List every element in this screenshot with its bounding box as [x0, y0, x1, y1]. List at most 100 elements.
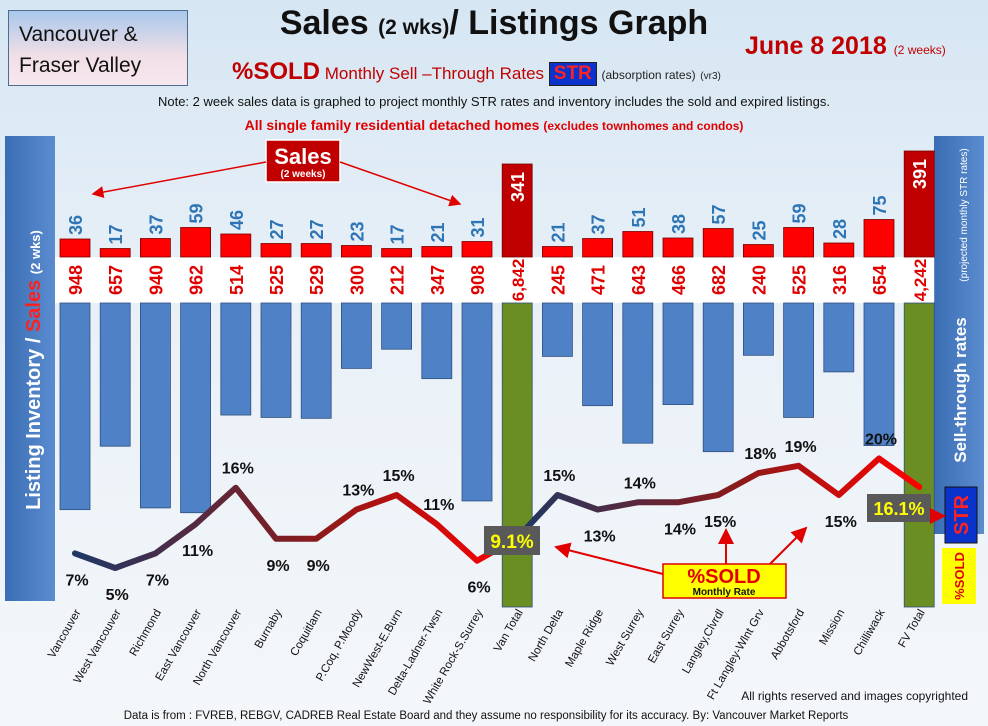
version-note: (vr3)	[700, 71, 721, 82]
scope-paren: (excludes townhomes and condos)	[543, 119, 744, 133]
str-value-label: 15%	[825, 514, 857, 531]
inventory-bar	[903, 302, 935, 608]
str-line-layer	[72, 455, 923, 571]
category-label: Chilliwack	[852, 607, 888, 657]
category-label: Maple Ridge	[564, 608, 607, 670]
str-value-label: 9%	[266, 558, 289, 575]
graph-note: Note: 2 week sales data is graphed to pr…	[157, 94, 831, 109]
str-side-badge: STR	[951, 494, 973, 535]
sales-value-label: 51	[629, 207, 649, 227]
bars-layer	[59, 150, 935, 608]
inventory-value-label: 316	[830, 265, 850, 295]
scope-note: All single family residential detached h…	[0, 117, 988, 133]
str-word-3: –Through	[422, 64, 495, 83]
van-total-str-value: 9.1%	[490, 532, 533, 553]
region-box: Vancouver & Fraser Valley	[8, 10, 188, 86]
sales-value-label: 59	[790, 203, 810, 223]
sales-value-label: 28	[830, 219, 850, 239]
inventory-bar	[340, 302, 372, 369]
str-value-label: 15%	[543, 468, 575, 485]
inventory-bar	[542, 302, 573, 357]
sold-callout-sub: Monthly Rate	[693, 587, 756, 598]
sales-value-label: 17	[388, 224, 408, 244]
category-label: West Surrey	[604, 607, 646, 668]
sales-value-label: 46	[227, 210, 247, 230]
inventory-value-label: 529	[307, 265, 327, 295]
inventory-value-label: 643	[629, 265, 649, 295]
sales-bar	[59, 238, 91, 258]
inventory-value-label: 657	[106, 265, 126, 295]
inventory-value-label: 466	[669, 265, 689, 295]
right-axis-sublabel: (projected monthly STR rates)	[959, 148, 970, 281]
str-value-label: 9%	[307, 558, 330, 575]
str-value-label: 11%	[182, 543, 213, 560]
inventory-bar	[180, 302, 212, 514]
sales-bar	[139, 238, 171, 258]
source-note: Data is from : FVREB, REBGV, CADREB Real…	[124, 710, 849, 722]
category-label: East Surrey	[646, 607, 687, 665]
inventory-value-label: 4,242	[911, 259, 930, 302]
category-label: Van Total	[492, 608, 526, 655]
str-value-label: 15%	[383, 468, 415, 485]
van-total-str-box	[484, 526, 540, 555]
title-rest: / Listings Graph	[449, 4, 709, 42]
str-word-4: Rates	[499, 64, 545, 83]
str-value-label: 13%	[342, 483, 374, 500]
sales-bar	[99, 248, 131, 258]
inventory-value-label: 908	[468, 265, 488, 295]
sales-value-label: 27	[267, 219, 287, 239]
sales-value-label: 37	[589, 214, 609, 234]
inventory-bar	[99, 302, 131, 447]
inventory-bar	[381, 302, 413, 350]
inventory-value-label: 654	[870, 265, 890, 295]
str-side-badge-box	[944, 486, 978, 544]
page-title: Sales (2 wks)/ Listings Graph	[0, 4, 988, 43]
sales-bar	[702, 228, 734, 258]
sales-value-label: 36	[66, 215, 86, 235]
category-label: North Delta	[527, 607, 567, 664]
fv-total-str-value: 16.1%	[873, 499, 924, 519]
sales-value-label: 23	[347, 221, 367, 241]
right-side-panel	[934, 136, 984, 534]
sales-bar	[220, 233, 252, 258]
scope-bold: All single family residential detached h…	[244, 117, 540, 133]
sales-bar	[903, 150, 935, 258]
sales-value-label: 38	[669, 214, 689, 234]
str-value-label: 7%	[65, 572, 88, 589]
sold-label: %SOLD	[232, 58, 321, 85]
sales-value-label: 31	[468, 217, 488, 237]
sales-bar	[300, 243, 332, 258]
inventory-bar	[139, 302, 171, 509]
left-side-panel	[5, 136, 55, 601]
inventory-bar	[421, 302, 453, 380]
sales-callout-arrow-right	[339, 161, 462, 207]
left-label-c: (2 wks)	[28, 230, 43, 274]
region-line-2: Fraser Valley	[19, 54, 142, 77]
category-label: Burnaby	[253, 607, 285, 650]
sales-value-label: 21	[428, 222, 448, 242]
sales-value-label: 341	[508, 172, 528, 202]
str-value-label: 5%	[106, 587, 129, 604]
sold-arrow-right	[769, 526, 808, 565]
rights-note: All rights reserved and images copyright…	[741, 689, 968, 703]
str-badge: STR	[548, 62, 597, 86]
sales-bar	[180, 227, 212, 258]
inventory-value-label: 245	[548, 265, 568, 295]
sales-value-label: 17	[106, 224, 126, 244]
sales-bar	[783, 227, 814, 258]
str-value-label: 13%	[584, 529, 616, 546]
inventory-value-label: 525	[267, 265, 287, 295]
sales-callout-title: Sales	[274, 144, 332, 169]
inventory-total-label-bg	[502, 258, 533, 302]
str-value-label: 11%	[423, 497, 454, 514]
sales-bar	[662, 237, 694, 258]
inventory-bar	[743, 302, 774, 356]
sold-callout-title: %SOLD	[687, 566, 760, 588]
inventory-value-label: 471	[589, 265, 609, 295]
str-word-2: Sell	[389, 64, 418, 83]
inventory-bar	[622, 302, 654, 444]
str-subtitle: %SOLD Monthly Sell –Through Rates STR (a…	[232, 58, 721, 86]
inventory-bar	[59, 302, 91, 511]
